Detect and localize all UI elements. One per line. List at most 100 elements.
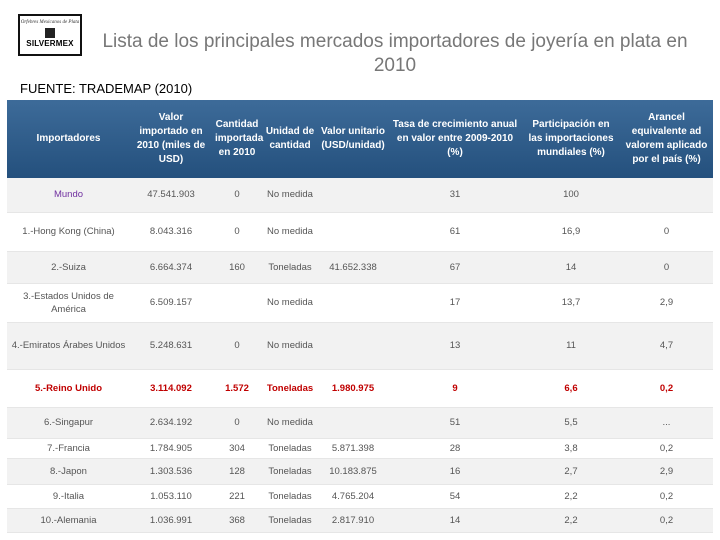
table-cell: 0	[620, 251, 713, 284]
table-cell: 3.-Estados Unidos de América	[7, 283, 130, 323]
table-cell: 17	[388, 283, 522, 323]
table-cell: 67	[388, 251, 522, 284]
table-row: 10.-Alemania 1.036.991 368 Toneladas 2.817.9…	[7, 508, 713, 533]
empty-cell	[318, 178, 388, 213]
table-row: 6.-Singapur 2.634.192 0 No medida 51 5,5...	[7, 407, 713, 439]
table-cell: No medida	[262, 212, 318, 252]
table-cell: 1.784.905	[130, 438, 212, 459]
table-cell: 7.-Francia	[7, 438, 130, 459]
table-cell: 6.509.157	[130, 283, 212, 323]
table-cell: 61	[388, 212, 522, 252]
table-cell: 5.248.631	[130, 322, 212, 370]
table-cell: 5,5	[522, 407, 620, 439]
header-cell: Valor importado en 2010 (miles de USD)	[130, 100, 212, 178]
table-cell: 0	[212, 407, 262, 439]
table-cell: 0,2	[620, 369, 713, 408]
table-cell: 0,2	[620, 484, 713, 509]
empty-cell	[212, 283, 262, 323]
table-cell: 11	[522, 322, 620, 370]
table-cell: 304	[212, 438, 262, 459]
table-cell: 16,9	[522, 212, 620, 252]
table-cell: 128	[212, 458, 262, 485]
table-cell: 221	[212, 484, 262, 509]
table-cell: 1.-Hong Kong (China)	[7, 212, 130, 252]
table-cell: 47.541.903	[130, 178, 212, 213]
empty-cell	[318, 407, 388, 439]
table-cell: 2,9	[620, 458, 713, 485]
table-cell: No medida	[262, 322, 318, 370]
empty-cell	[318, 212, 388, 252]
table-cell: Toneladas	[262, 251, 318, 284]
table-cell: 8.043.316	[130, 212, 212, 252]
logo: Orfebres Mexicanos de Plata SILVERMEX	[18, 14, 82, 56]
table-cell: 8.-Japon	[7, 458, 130, 485]
table-cell: 9.-Italia	[7, 484, 130, 509]
table-cell: 6.-Singapur	[7, 407, 130, 439]
table-cell: 2.634.192	[130, 407, 212, 439]
table-cell: Toneladas	[262, 458, 318, 485]
table-cell: ...	[620, 407, 713, 439]
table-cell: 16	[388, 458, 522, 485]
table-cell: 28	[388, 438, 522, 459]
table-cell: 0,2	[620, 508, 713, 533]
source-note: FUENTE: TRADEMAP (2010)	[20, 81, 193, 96]
table-cell: 14	[522, 251, 620, 284]
table-cell: No medida	[262, 178, 318, 213]
table-cell: 13	[388, 322, 522, 370]
table-cell: 0	[212, 322, 262, 370]
table-cell: 368	[212, 508, 262, 533]
table-row: 5.-Reino Unido 3.114.092 1.572 Toneladas 1.9…	[7, 369, 713, 408]
table-row: Mundo 47.541.903 0 No medida 31 100	[7, 178, 713, 213]
header-cell: Arancel equivalente ad valorem aplicado …	[620, 100, 713, 178]
table-cell: 2.-Suiza	[7, 251, 130, 284]
table-body: Mundo 47.541.903 0 No medida 31 100 1.-Hong Ko…	[7, 178, 713, 533]
table-cell: 0	[620, 212, 713, 252]
table-cell: 10.183.875	[318, 458, 388, 485]
table-cell: 2,2	[522, 484, 620, 509]
table-cell: 6,6	[522, 369, 620, 408]
table-row: 2.-Suiza 6.664.374 160 Toneladas 41.652.338 6…	[7, 251, 713, 284]
table-cell: 3,8	[522, 438, 620, 459]
table-cell: 31	[388, 178, 522, 213]
logo-icon	[45, 28, 55, 38]
table-cell: 2,9	[620, 283, 713, 323]
table-cell: No medida	[262, 283, 318, 323]
table-cell: 1.980.975	[318, 369, 388, 408]
table-cell: 0	[212, 178, 262, 213]
header-cell: Importadores	[7, 100, 130, 178]
table-cell: 2,2	[522, 508, 620, 533]
logo-name: SILVERMEX	[26, 39, 74, 48]
table-cell: 1.572	[212, 369, 262, 408]
table-cell: 3.114.092	[130, 369, 212, 408]
header-row: Importadores Valor importado en 2010 (mil…	[7, 100, 713, 178]
table-cell: Toneladas	[262, 438, 318, 459]
table-cell: 160	[212, 251, 262, 284]
table-cell: 10.-Alemania	[7, 508, 130, 533]
table-cell: Toneladas	[262, 484, 318, 509]
header-cell: Tasa de crecimiento anual en valor entre…	[388, 100, 522, 178]
table-cell: 1.303.536	[130, 458, 212, 485]
empty-cell	[318, 283, 388, 323]
data-table: Importadores Valor importado en 2010 (mil…	[7, 100, 713, 533]
table-cell: 41.652.338	[318, 251, 388, 284]
table-row: 9.-Italia 1.053.110 221 Toneladas 4.765.204 5…	[7, 484, 713, 509]
header-cell: Cantidad importada en 2010	[212, 100, 263, 178]
table-cell: 0	[212, 212, 262, 252]
empty-cell	[620, 178, 713, 213]
table-cell: Toneladas	[262, 508, 318, 533]
table-row: 3.-Estados Unidos de América 6.509.157 No …	[7, 283, 713, 323]
header-cell: Participación en las importaciones mundi…	[522, 100, 620, 178]
table-cell: 4.765.204	[318, 484, 388, 509]
table-cell: 1.053.110	[130, 484, 212, 509]
empty-cell	[318, 322, 388, 370]
table-cell: 5.-Reino Unido	[7, 369, 130, 408]
table-cell: 0,2	[620, 438, 713, 459]
table-cell: 4,7	[620, 322, 713, 370]
table-cell: 2.817.910	[318, 508, 388, 533]
table-cell: 51	[388, 407, 522, 439]
logo-tagline: Orfebres Mexicanos de Plata	[20, 20, 80, 25]
table-cell: Mundo	[7, 178, 130, 213]
table-row: 8.-Japon 1.303.536 128 Toneladas 10.183.875 1…	[7, 458, 713, 485]
table-cell: 4.-Emiratos Árabes Unidos	[7, 322, 130, 370]
